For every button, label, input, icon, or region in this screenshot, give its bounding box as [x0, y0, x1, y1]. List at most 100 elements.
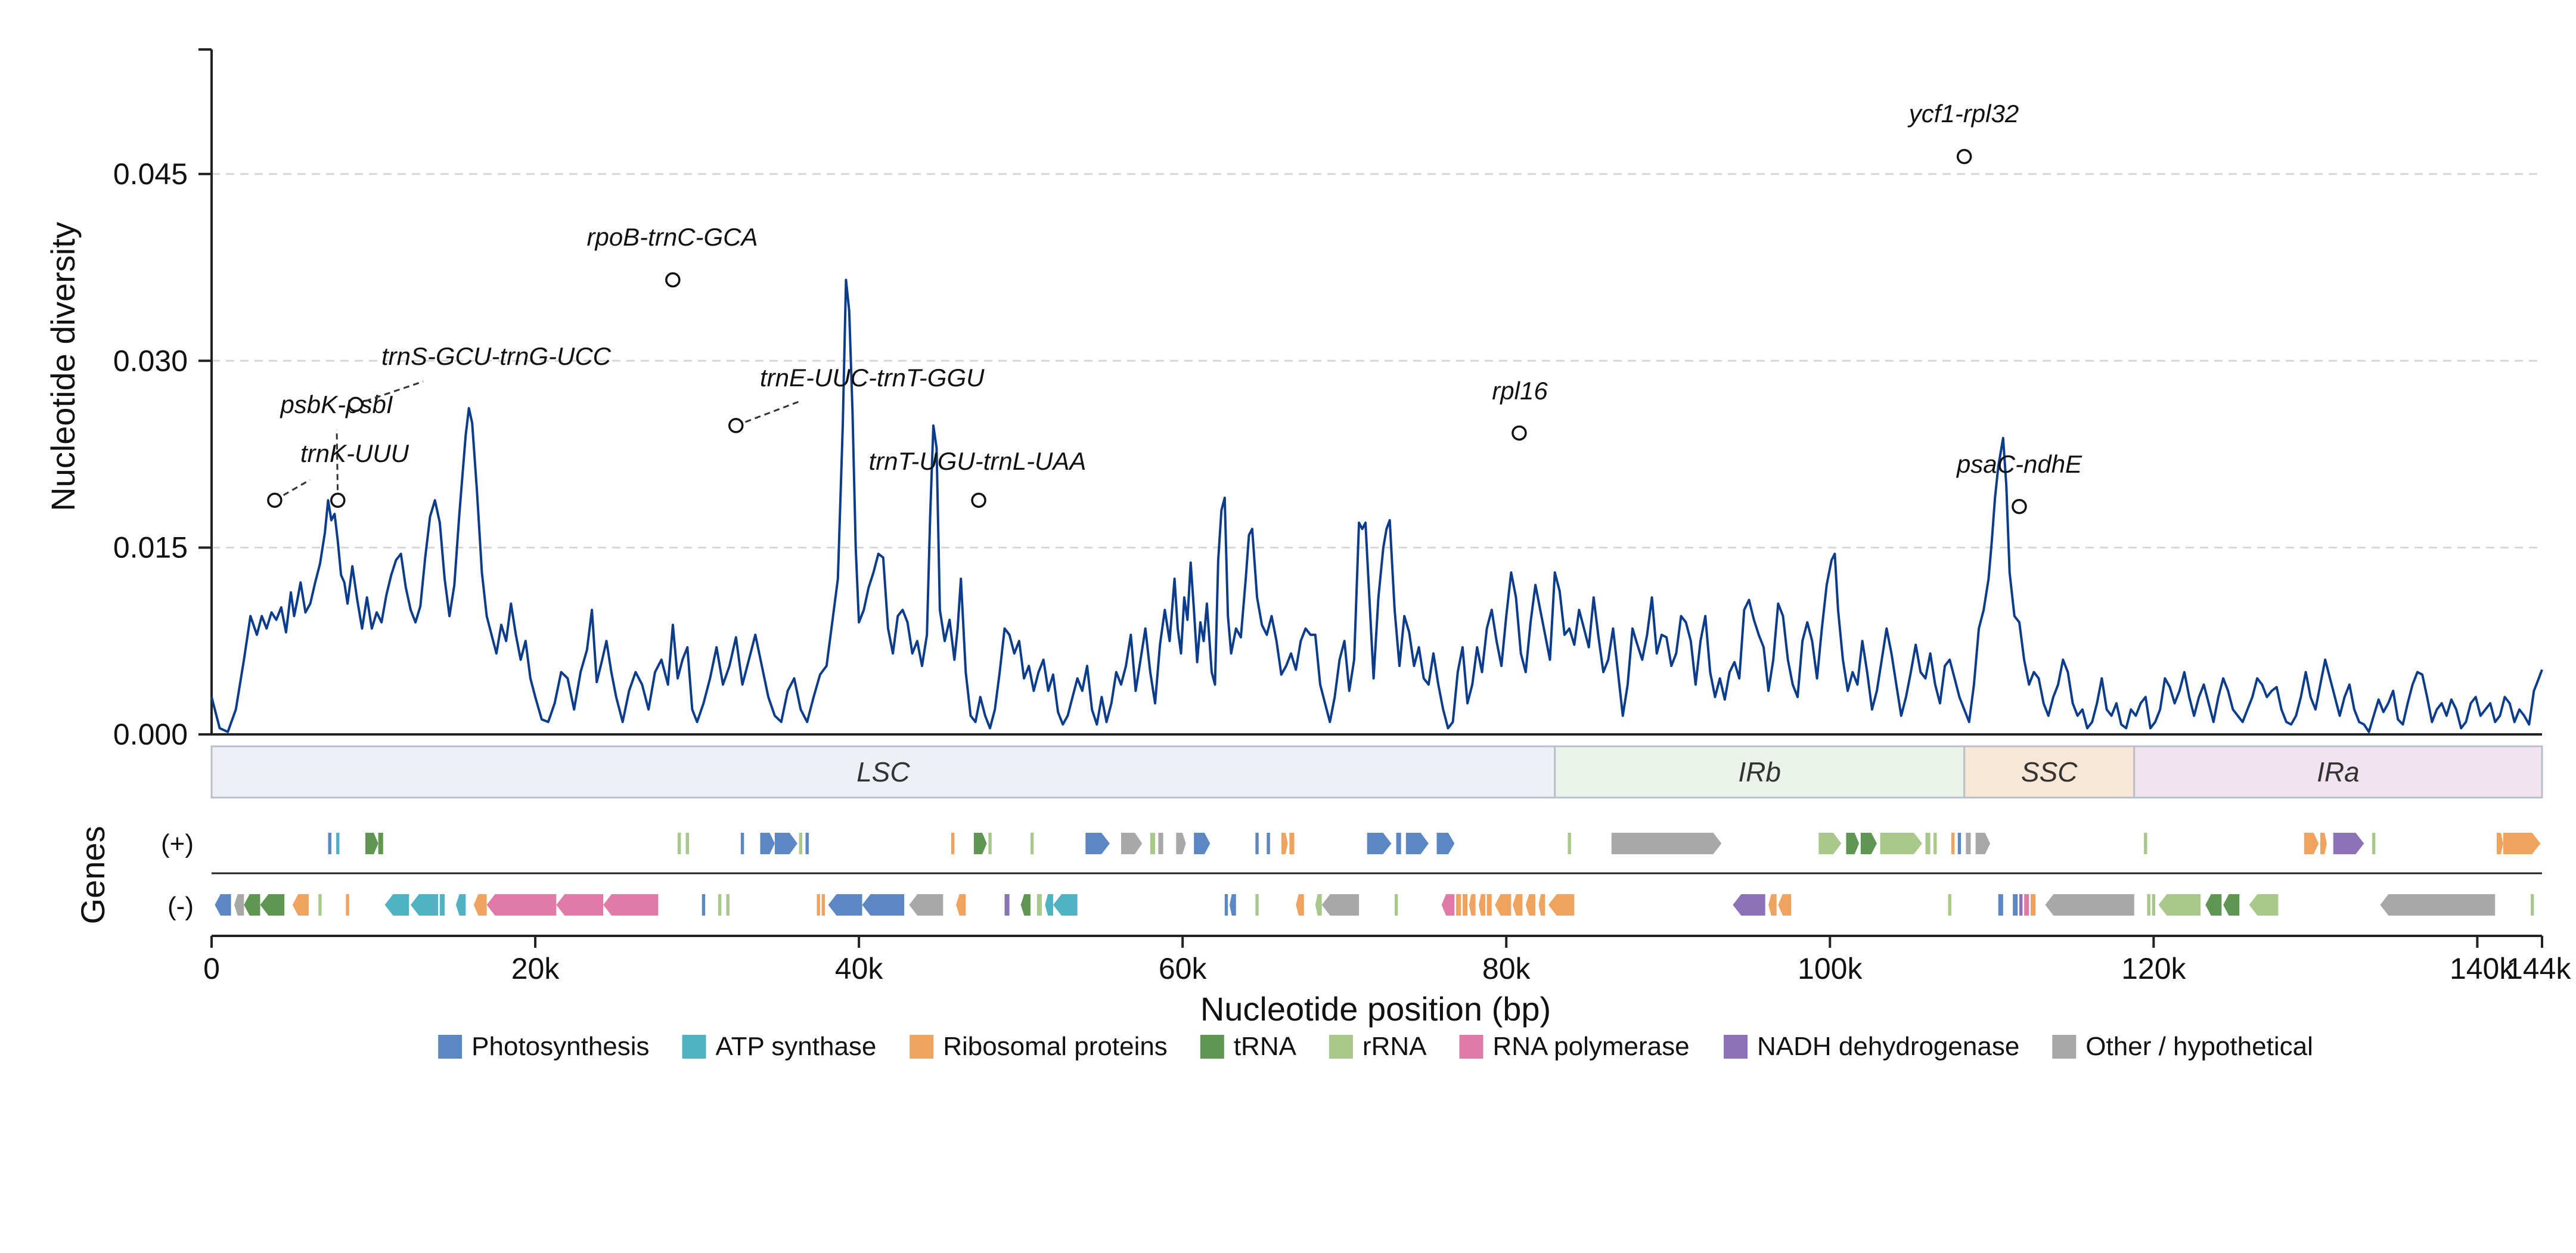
minus-gene-ribo — [1456, 894, 1461, 916]
plus-gene-photo — [774, 833, 797, 854]
peak-marker — [1512, 425, 1527, 441]
minus-gene-rrna — [718, 894, 722, 916]
x-tick-label: 144k — [2506, 952, 2571, 985]
minus-gene-trna — [2205, 894, 2222, 916]
minus-gene-ribo — [1768, 894, 1777, 916]
minus-gene-rrna — [726, 894, 730, 916]
plus-gene-photo — [760, 833, 775, 854]
region-lsc — [210, 745, 1556, 799]
minus-gene-rrna — [318, 894, 322, 916]
minus-gene-other — [234, 894, 244, 916]
plus-gene-trna — [973, 833, 987, 854]
plus-gene-ribo — [1289, 833, 1295, 854]
minus-gene-rpo — [556, 894, 604, 916]
legend-swatch-photo — [438, 1035, 463, 1059]
peak-label: psaC-ndhE — [1956, 450, 2082, 478]
minus-gene-ribo — [1486, 894, 1492, 916]
plus-gene-rrna — [685, 833, 690, 854]
gene-track-title: Genes — [74, 826, 111, 925]
minus-gene-ndh — [1733, 894, 1765, 916]
plus-gene-other — [1158, 833, 1163, 854]
peak-label: trnT-UGU-trnL-UAA — [869, 447, 1087, 475]
plus-gene-ribo — [951, 833, 955, 854]
plus-gene-rrna — [2144, 833, 2147, 854]
plus-gene-ndh — [2333, 833, 2364, 854]
y-tick-label: 0.000 — [113, 718, 188, 751]
minus-gene-trna — [1020, 894, 1031, 916]
plus-gene-other — [1611, 833, 1722, 854]
region-label: LSC — [856, 756, 910, 787]
diversity-series — [210, 278, 2543, 733]
minus-gene-rrna — [2147, 894, 2150, 916]
minus-gene-atp — [1045, 894, 1053, 916]
plus-strand-label: (+) — [161, 829, 194, 858]
minus-gene-ribo — [817, 894, 820, 916]
minus-gene-rpo — [1441, 894, 1455, 916]
plus-gene-photo — [805, 833, 809, 854]
region-ssc — [1963, 745, 2136, 799]
gridlines — [212, 173, 2542, 549]
x-tick-label: 20k — [511, 952, 560, 985]
plus-gene-trna — [1846, 833, 1860, 854]
region-ira — [2133, 745, 2543, 799]
plus-gene-ribo — [1951, 833, 1955, 854]
legend-swatch-ndh — [1724, 1035, 1748, 1059]
x-tick-label: 0 — [203, 952, 220, 985]
minus-gene-ribo — [1469, 894, 1476, 916]
minus-gene-photo — [1229, 894, 1236, 916]
gene-track — [212, 833, 2542, 916]
plus-gene-rrna — [1030, 833, 1034, 854]
plus-gene-other — [1121, 833, 1143, 854]
plus-gene-rrna — [1568, 833, 1571, 854]
x-tick-label: 60k — [1159, 952, 1208, 985]
peak-annotations: trnK-UUU psbK-psbI trnS-GCU-trnG-UCC rpoB-t… — [267, 100, 2082, 514]
peak-label: trnS-GCU-trnG-UCC — [381, 342, 612, 370]
minus-gene-ribo — [1548, 894, 1575, 916]
minus-gene-ribo — [473, 894, 487, 916]
legend-swatch-rpo — [1459, 1035, 1483, 1059]
minus-gene-rpo — [486, 894, 557, 916]
plus-gene-trna — [365, 833, 378, 854]
minus-gene-other — [2045, 894, 2134, 916]
peak-marker — [971, 492, 986, 508]
peak-leader-line — [355, 380, 424, 405]
minus-gene-rrna — [2152, 894, 2156, 916]
legend-label: rRNA — [1363, 1032, 1427, 1061]
minus-gene-rrna — [1315, 894, 1322, 916]
peak-marker — [728, 418, 744, 433]
minus-gene-ribo — [346, 894, 349, 916]
plus-gene-ribo — [2304, 833, 2319, 854]
minus-gene-rrna — [1394, 894, 1398, 916]
y-tick-label: 0.030 — [113, 344, 188, 377]
minus-gene-rrna — [2274, 894, 2279, 916]
minus-gene-ribo — [1525, 894, 1536, 916]
peak-leader-line — [735, 399, 802, 427]
plus-gene-rrna — [799, 833, 803, 854]
plus-gene-other — [1176, 833, 1186, 854]
minus-gene-rrna — [2158, 894, 2201, 916]
minus-gene-rrna — [1036, 894, 1042, 916]
minus-gene-ribo — [1778, 894, 1792, 916]
minus-gene-other — [1321, 894, 1360, 916]
plus-gene-photo — [1267, 833, 1270, 854]
y-tick-label: 0.015 — [113, 531, 188, 565]
plus-gene-other — [1966, 833, 1971, 854]
legend-swatch-atp — [682, 1035, 706, 1059]
legend-swatch-trna — [1200, 1035, 1224, 1059]
minus-gene-rrna — [1255, 894, 1259, 916]
plus-gene-rrna — [678, 833, 681, 854]
minus-gene-ribo — [1538, 894, 1545, 916]
x-tick-label: 80k — [1482, 952, 1531, 985]
plus-gene-rrna — [1925, 833, 1931, 854]
peak-marker — [267, 492, 283, 508]
minus-gene-atp — [456, 894, 466, 916]
minus-gene-ribo — [292, 894, 309, 916]
region-label: SSC — [2021, 756, 2078, 787]
minus-gene-trna — [244, 894, 260, 916]
x-tick-label: 40k — [835, 952, 884, 985]
legend-label: RNA polymerase — [1492, 1032, 1689, 1061]
plus-gene-photo — [1396, 833, 1401, 854]
minus-gene-photo — [1998, 894, 2003, 916]
legend-label: Ribosomal proteins — [943, 1032, 1168, 1061]
plus-gene-photo — [1085, 833, 1110, 854]
